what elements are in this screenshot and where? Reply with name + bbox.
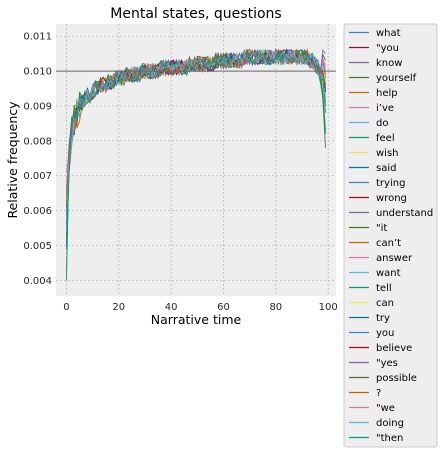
legend-label: possible <box>376 373 417 384</box>
legend-label: want <box>376 268 401 279</box>
y-tick-label: 0.004 <box>23 276 52 287</box>
legend-label: help <box>376 88 398 99</box>
legend-label: understand <box>376 208 433 219</box>
legend-items: what "you know yourself help i’ve do feel wish sa… <box>349 28 433 444</box>
legend-label: try <box>376 313 390 324</box>
x-tick-label: 40 <box>165 302 178 313</box>
x-tick-label: 20 <box>112 302 125 313</box>
chart-title: Mental states, questions <box>110 6 281 22</box>
legend-label: "we <box>376 403 395 414</box>
legend-label: i’ve <box>376 103 394 114</box>
legend-label: know <box>376 58 402 69</box>
legend-label: wish <box>376 148 399 159</box>
legend-label: doing <box>376 418 404 429</box>
legend-label: "you <box>376 43 399 54</box>
y-tick-label: 0.006 <box>23 206 52 217</box>
legend-label: yourself <box>376 73 417 84</box>
x-axis-title: Narrative time <box>151 312 242 327</box>
legend-label: can’t <box>376 238 401 249</box>
y-tick-label: 0.005 <box>23 241 52 252</box>
legend-label: said <box>376 163 396 174</box>
y-tick-labels: 0.004 0.005 0.006 0.007 0.008 0.009 0.010 0.011 <box>23 32 52 287</box>
legend-label: do <box>376 118 388 129</box>
x-tick-label: 80 <box>269 302 282 313</box>
y-tick-label: 0.010 <box>23 67 52 78</box>
x-tick-label: 0 <box>63 302 69 313</box>
y-tick-label: 0.007 <box>23 171 52 182</box>
legend-label: tell <box>376 283 392 294</box>
legend-label: believe <box>376 343 412 354</box>
series-line-26 <box>66 48 326 222</box>
legend-label: "yes <box>376 358 398 369</box>
legend-label: "it <box>376 223 387 234</box>
y-tick-label: 0.009 <box>23 101 52 112</box>
legend-label: feel <box>376 133 395 144</box>
legend: what "you know yourself help i’ve do feel wish sa… <box>343 23 438 448</box>
x-tick-labels: 0 20 40 60 80 100 <box>63 302 337 313</box>
legend-label: ? <box>376 388 381 399</box>
legend-label: you <box>376 328 394 339</box>
y-axis-title: Relative frequency <box>5 101 20 219</box>
series-line-27 <box>66 48 326 242</box>
legend-label: answer <box>376 253 413 264</box>
x-tick-label: 60 <box>217 302 230 313</box>
x-tick-label: 100 <box>319 302 338 313</box>
y-tick-label: 0.008 <box>23 136 52 147</box>
legend-label: wrong <box>376 193 407 204</box>
legend-label: trying <box>376 178 405 189</box>
legend-label: "then <box>376 433 403 444</box>
legend-label: what <box>376 28 401 39</box>
legend-frame <box>343 23 438 448</box>
y-tick-label: 0.011 <box>23 32 52 43</box>
legend-label: can <box>376 298 394 309</box>
